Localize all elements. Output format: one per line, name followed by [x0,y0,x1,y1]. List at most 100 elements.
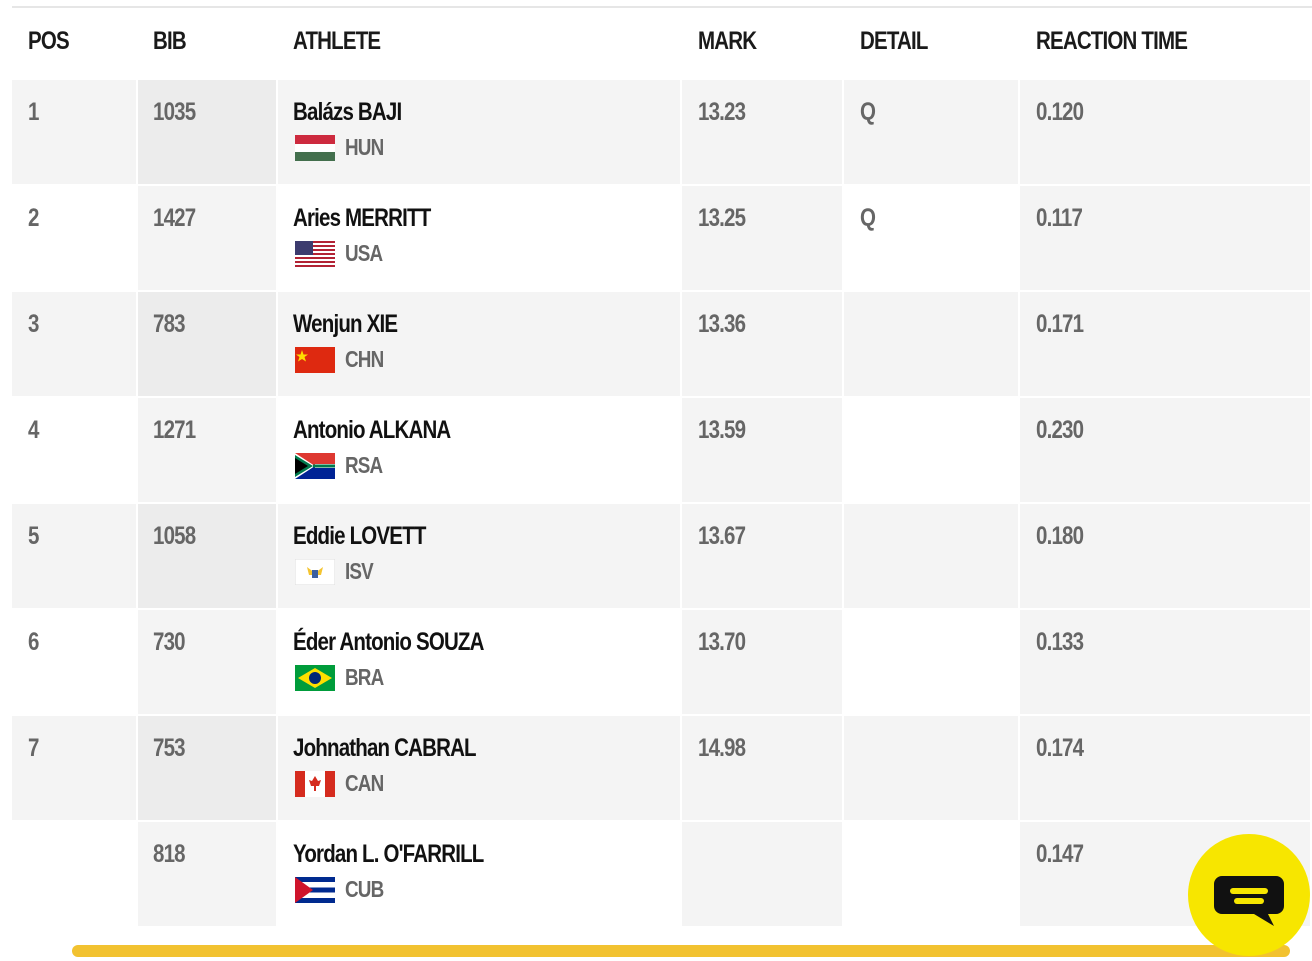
athlete-name[interactable]: Eddie LOVETT [293,522,426,550]
athlete-name[interactable]: Johnathan CABRAL [293,734,477,762]
bib-value: 1058 [153,522,196,550]
table-cell: 5 [12,504,136,608]
country-code: USA [345,240,383,266]
table-cell: 0.171 [1020,292,1310,396]
table-cell: Éder Antonio SOUZA BRA [278,610,680,714]
table-cell: 0.174 [1020,716,1310,820]
column-header: ATHLETE [293,27,381,55]
pos-value: 7 [28,734,39,762]
table-cell: 13.36 [682,292,842,396]
athlete-name[interactable]: Aries MERRITT [293,204,431,232]
table-cell: Yordan L. O'FARRILL CUB [278,822,680,926]
mark-value: 13.67 [698,522,746,550]
bib-value: 753 [153,734,186,762]
top-border [12,6,1312,8]
table-cell [844,822,1018,926]
chat-button[interactable] [1188,834,1310,956]
reaction-value: 0.120 [1036,98,1084,126]
mark-value: 13.36 [698,310,746,338]
pos-value: 2 [28,204,39,232]
table-cell: 13.23 [682,80,842,184]
table-cell: 0.133 [1020,610,1310,714]
column-header: REACTION TIME [1036,27,1188,55]
table-cell: 1271 [138,398,276,502]
table-cell: 3 [12,292,136,396]
table-cell: Q [844,80,1018,184]
table-cell: Q [844,186,1018,290]
table-cell: 2 [12,186,136,290]
athlete-name[interactable]: Wenjun XIE [293,310,398,338]
pos-value: 6 [28,628,39,656]
country-code: BRA [345,664,384,690]
table-cell: 13.25 [682,186,842,290]
country-code: CAN [345,770,384,796]
table-cell [844,610,1018,714]
table-cell: 13.59 [682,398,842,502]
column-header: DETAIL [860,27,928,55]
mark-value: 13.25 [698,204,746,232]
country-code: ISV [345,558,374,584]
table-cell [844,292,1018,396]
table-cell: 730 [138,610,276,714]
column-header: POS [28,27,70,55]
table-cell: 1035 [138,80,276,184]
flag-icon [295,665,335,691]
table-cell: Antonio ALKANA RSA [278,398,680,502]
detail-value: Q [860,98,876,126]
bib-value: 1271 [153,416,196,444]
country-code: HUN [345,134,384,160]
column-header: BIB [153,27,187,55]
reaction-value: 0.147 [1036,840,1084,868]
table-cell: Aries MERRITT USA [278,186,680,290]
athlete-name[interactable]: Antonio ALKANA [293,416,451,444]
athlete-name[interactable]: Éder Antonio SOUZA [293,628,484,656]
athlete-name[interactable]: Yordan L. O'FARRILL [293,840,484,868]
reaction-value: 0.171 [1036,310,1084,338]
flag-icon [295,877,335,903]
athlete-name[interactable]: Balázs BAJI [293,98,402,126]
mark-value: 13.59 [698,416,746,444]
pos-value: 5 [28,522,39,550]
pos-value: 4 [28,416,39,444]
table-cell: 818 [138,822,276,926]
bib-value: 730 [153,628,186,656]
bib-value: 1427 [153,204,196,232]
table-cell: 6 [12,610,136,714]
reaction-value: 0.133 [1036,628,1084,656]
table-cell: 0.117 [1020,186,1310,290]
table-cell: 4 [12,398,136,502]
reaction-value: 0.117 [1036,204,1083,232]
pos-value: 3 [28,310,39,338]
table-cell: 13.67 [682,504,842,608]
bib-value: 1035 [153,98,196,126]
table-cell: 1427 [138,186,276,290]
table-cell: 0.230 [1020,398,1310,502]
table-cell: Johnathan CABRAL CAN [278,716,680,820]
reaction-value: 0.180 [1036,522,1084,550]
table-cell: 0.180 [1020,504,1310,608]
table-cell: Eddie LOVETT ISV [278,504,680,608]
flag-icon [295,771,335,797]
table-cell: 14.98 [682,716,842,820]
table-cell [12,822,136,926]
table-cell: 0.120 [1020,80,1310,184]
table-cell: 7 [12,716,136,820]
country-code: RSA [345,452,383,478]
reaction-value: 0.230 [1036,416,1084,444]
flag-icon [295,241,335,267]
detail-value: Q [860,204,876,232]
pos-value: 1 [28,98,39,126]
chat-icon [1214,876,1284,926]
mark-value: 13.23 [698,98,746,126]
bib-value: 783 [153,310,186,338]
reaction-value: 0.174 [1036,734,1084,762]
table-cell [844,504,1018,608]
table-cell: 1058 [138,504,276,608]
mark-value: 14.98 [698,734,746,762]
table-cell: 783 [138,292,276,396]
table-cell: 1 [12,80,136,184]
mark-value: 13.70 [698,628,746,656]
column-header: MARK [698,27,757,55]
